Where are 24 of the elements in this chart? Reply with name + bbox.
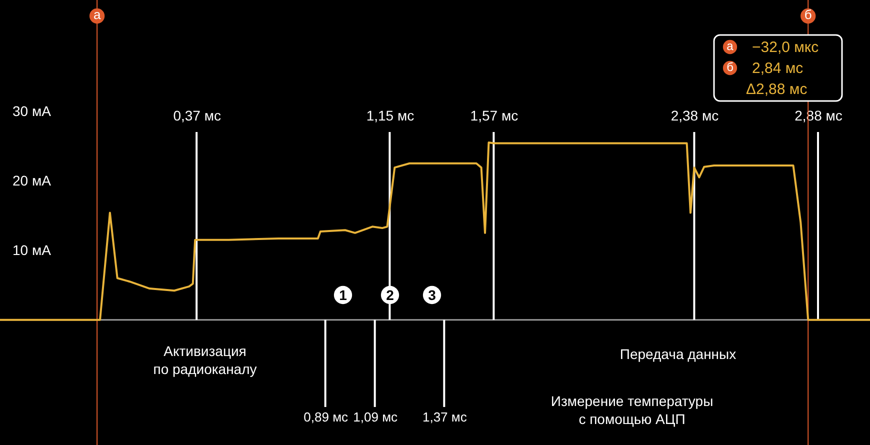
x2-tick-label: 0,37 мс [173,108,221,124]
x-tick-label: 1,09 мс [353,410,398,424]
annotation: 3 [428,287,436,303]
x2-tick-label: 1,57 мс [470,108,518,124]
y-tick-label: 20 мА [12,172,52,188]
y-tick-label: 30 мА [12,102,52,119]
x-tick-label: 1,37 мс [422,410,468,424]
text: а [726,39,734,53]
annotation: Активизация по радиоканалу [153,343,257,377]
annotation: −32,0 мкс [752,39,820,56]
y-tick-label: 10 мА [12,242,52,258]
x2-tick-label: 1,15 мс [366,108,414,124]
x2-tick-label: 2,38 мс [670,108,719,124]
text: б [726,60,734,74]
line-series [0,142,870,321]
annotation: Измерение температуры с помощью АЦП [550,393,714,427]
x-tick-label: 0,89 мс [304,410,348,424]
annotation: Передача данных [620,346,736,362]
annotation: 1 [339,287,348,303]
ref-line-label: б [804,7,812,22]
ref-line-label: а [93,7,102,22]
annotation: 2 [386,287,394,303]
annotation: Δ2,88 мс [746,81,808,98]
annotation: 2,84 мс [752,60,804,77]
